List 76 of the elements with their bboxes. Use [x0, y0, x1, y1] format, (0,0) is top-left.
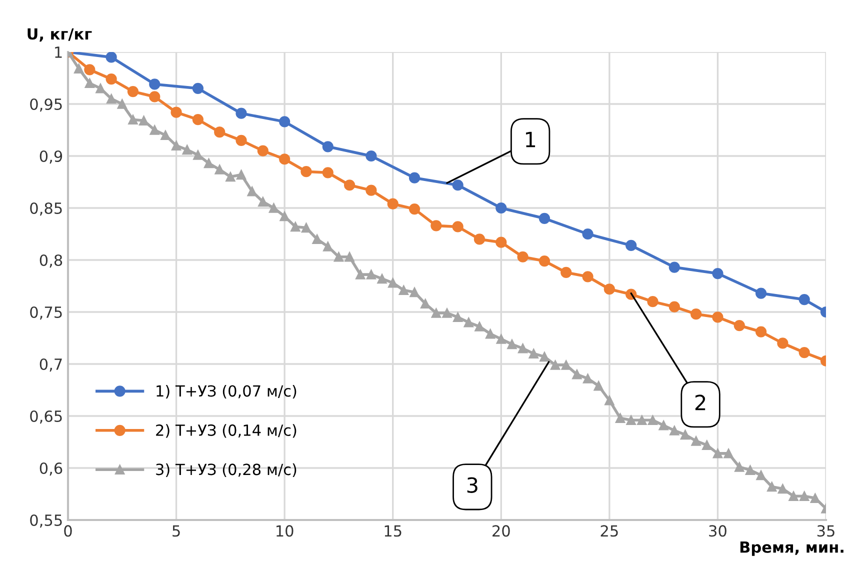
- point: [279, 154, 290, 165]
- point: [408, 172, 420, 184]
- annotation: 3: [467, 477, 478, 493]
- point: [604, 284, 615, 295]
- point: [149, 91, 160, 102]
- point: [322, 141, 334, 152]
- legend-label: 2) Т+УЗ (0,14 м/с): [156, 424, 296, 438]
- y-tick-label: 0,8: [40, 254, 62, 268]
- point: [192, 114, 204, 126]
- point: [149, 78, 160, 90]
- y-tick-label: 0,95: [30, 98, 62, 112]
- x-tick-label: 35: [817, 525, 834, 537]
- point: [366, 184, 377, 196]
- point: [300, 166, 312, 178]
- point: [712, 268, 724, 280]
- point: [582, 228, 594, 240]
- point: [538, 212, 550, 224]
- point: [106, 52, 117, 63]
- point: [236, 108, 247, 119]
- point: [236, 134, 247, 146]
- y-tick-label: 0,85: [30, 202, 62, 216]
- legend-label: 3) Т+УЗ (0,28 м/с): [156, 463, 296, 478]
- point: [344, 180, 356, 191]
- x-tick-label: 10: [276, 525, 294, 537]
- point: [84, 64, 96, 76]
- point: [690, 308, 702, 320]
- point: [734, 320, 745, 332]
- y-tick-label: 0,65: [30, 410, 62, 424]
- y-tick-label: 1: [55, 46, 62, 58]
- y-tick-label: 0,6: [40, 462, 62, 476]
- x-tick-label: 20: [492, 525, 510, 537]
- point: [538, 255, 550, 267]
- point: [517, 251, 528, 262]
- point: [474, 234, 486, 245]
- point: [322, 167, 334, 178]
- annotation: 2: [695, 394, 706, 410]
- point: [496, 202, 507, 214]
- point: [127, 86, 139, 98]
- point: [408, 203, 420, 215]
- x-tick-label: 5: [172, 525, 180, 537]
- point: [582, 271, 594, 282]
- point: [647, 296, 658, 308]
- point: [257, 145, 268, 156]
- point: [170, 106, 182, 118]
- annotation: 1: [526, 132, 536, 148]
- x-tick-label: 15: [384, 525, 402, 537]
- point: [279, 116, 290, 128]
- point: [798, 347, 810, 358]
- y-tick-label: 0,7: [40, 358, 62, 372]
- point: [668, 301, 680, 312]
- y-axis-title: U, кг/кг: [28, 28, 92, 42]
- point: [668, 262, 680, 273]
- point: [755, 288, 767, 299]
- point: [192, 82, 204, 94]
- point: [496, 236, 507, 248]
- point: [430, 220, 442, 232]
- x-tick-label: 30: [709, 525, 726, 537]
- point: [560, 266, 572, 278]
- point: [777, 338, 788, 349]
- point: [214, 126, 226, 138]
- point: [626, 240, 637, 251]
- point: [755, 326, 767, 338]
- point: [366, 150, 377, 162]
- legend-label: 1) Т+УЗ (0,07 м/с): [156, 384, 296, 399]
- point: [387, 198, 398, 210]
- point: [106, 73, 117, 85]
- point: [798, 294, 810, 306]
- y-tick-label: 0,55: [30, 514, 62, 528]
- x-tick-label: 25: [600, 525, 618, 537]
- y-tick-label: 0,9: [40, 150, 62, 164]
- point: [452, 180, 464, 191]
- y-tick-label: 0,75: [30, 306, 62, 320]
- point: [712, 312, 724, 323]
- x-tick-label: 0: [64, 525, 72, 537]
- point: [452, 221, 464, 232]
- x-axis-title: Время, мин.: [740, 542, 844, 556]
